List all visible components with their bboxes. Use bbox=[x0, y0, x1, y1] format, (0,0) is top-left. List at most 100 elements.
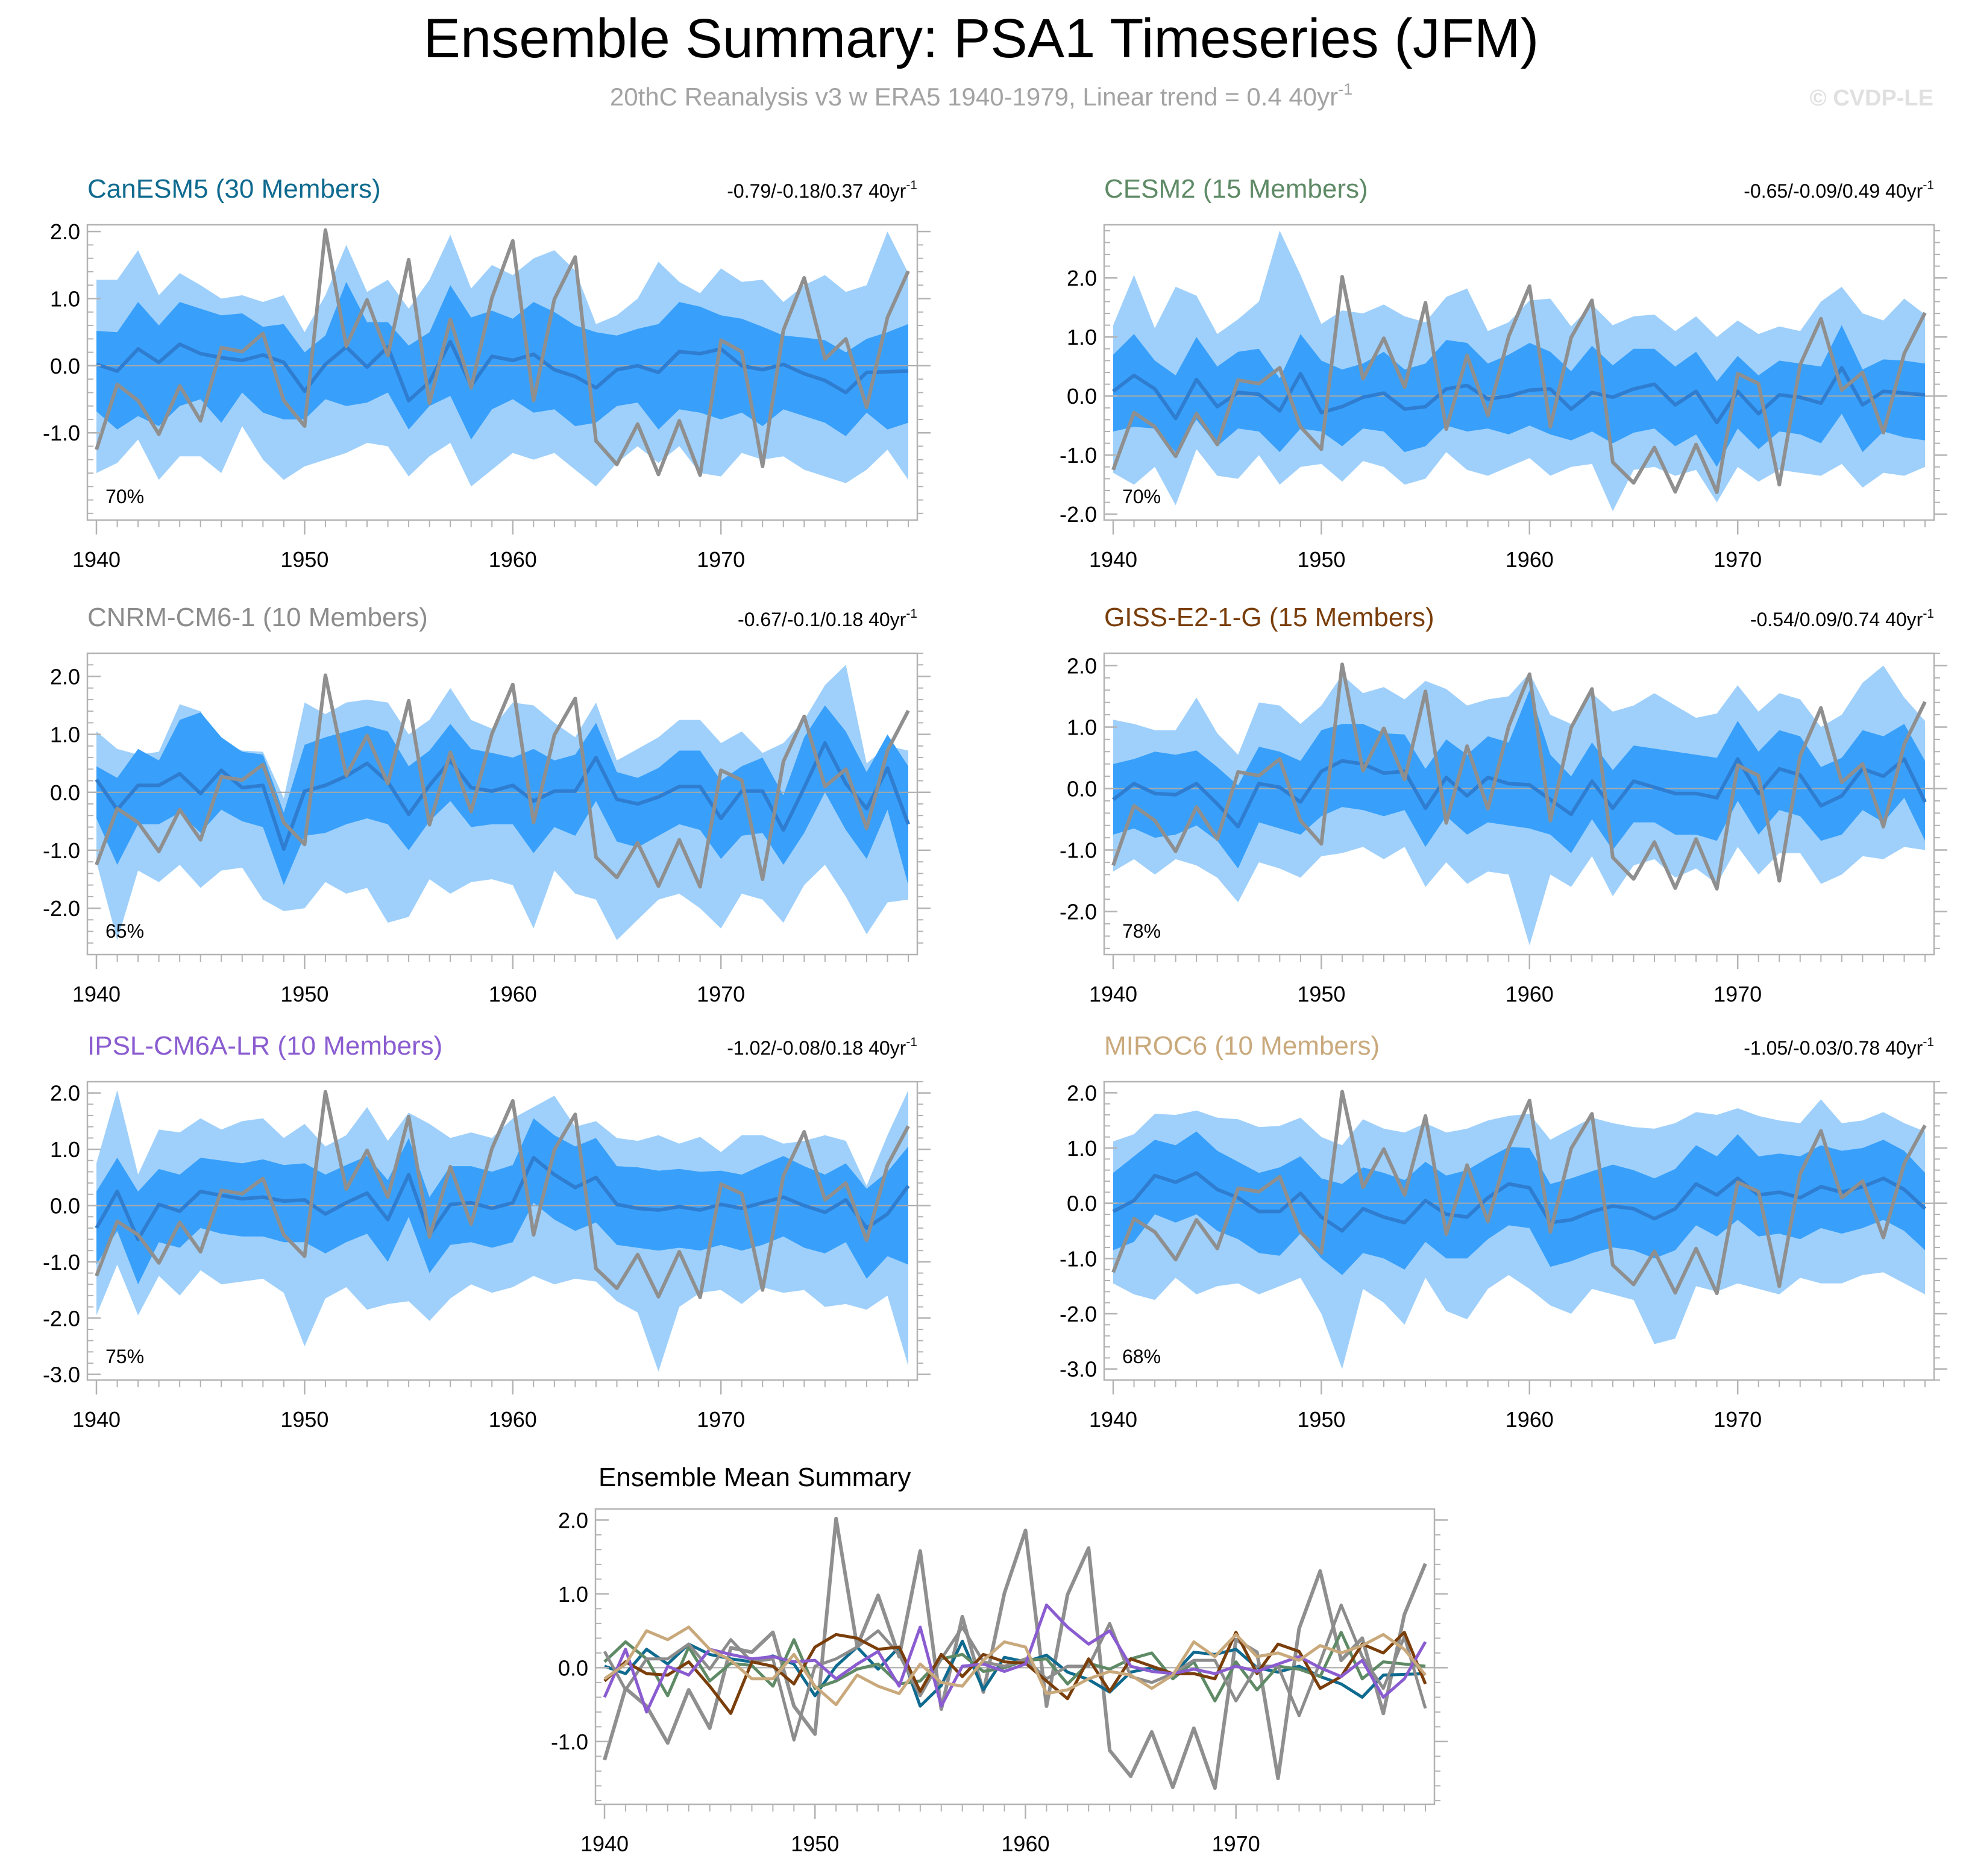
y-tick-label: 1.0 bbox=[1067, 325, 1097, 350]
y-tick-label: 1.0 bbox=[50, 723, 80, 747]
trend-range-label: -0.65/-0.09/0.49 40yr-1 bbox=[1744, 178, 1934, 202]
panel-canesm5: CanESM5 (30 Members) -0.79/-0.18/0.37 40y… bbox=[43, 174, 931, 572]
trend-range-label: -0.67/-0.1/0.18 40yr-1 bbox=[738, 607, 917, 630]
x-tick-label: 1970 bbox=[697, 982, 745, 1006]
x-tick-label: 1960 bbox=[489, 982, 537, 1006]
percent-label: 78% bbox=[1122, 920, 1161, 942]
y-tick-label: 2.0 bbox=[50, 219, 80, 244]
plot-area bbox=[595, 1516, 1434, 1790]
plot-area bbox=[1104, 1090, 1934, 1369]
mean-line-giss-e2-1-g bbox=[603, 1631, 1427, 1715]
plot-area bbox=[87, 228, 917, 487]
x-tick-label: 1970 bbox=[697, 547, 745, 572]
y-tick-label: 1.0 bbox=[1067, 715, 1097, 739]
ensemble-mean-line bbox=[1112, 1171, 1927, 1233]
y-tick-label: -3.0 bbox=[1060, 1357, 1097, 1382]
plot-frame bbox=[1103, 1081, 1935, 1381]
panel-title: Ensemble Mean Summary bbox=[598, 1463, 911, 1492]
x-tick-label: 1960 bbox=[489, 547, 537, 572]
x-tick-label: 1940 bbox=[1089, 547, 1137, 572]
y-tick-label: 1.0 bbox=[50, 287, 80, 312]
y-tick-label: 2.0 bbox=[558, 1508, 588, 1532]
inner-range-band bbox=[96, 1118, 908, 1285]
x-tick-label: 1970 bbox=[1713, 982, 1762, 1006]
trend-range-label: -1.05/-0.03/0.78 40yr-1 bbox=[1744, 1035, 1934, 1059]
x-tick-label: 1960 bbox=[1506, 1407, 1554, 1432]
panel-title: CESM2 (15 Members) bbox=[1104, 174, 1368, 204]
y-tick-label: -1.0 bbox=[43, 1250, 80, 1275]
percent-label: 70% bbox=[1122, 486, 1161, 507]
y-tick-label: -2.0 bbox=[1060, 1302, 1097, 1326]
trend-range-label: -0.54/0.09/0.74 40yr-1 bbox=[1750, 607, 1934, 630]
x-tick-label: 1940 bbox=[580, 1831, 629, 1856]
panels: CanESM5 (30 Members) -0.79/-0.18/0.37 40y… bbox=[43, 174, 1947, 1856]
panel-ensemble-mean-summary: Ensemble Mean Summary 2.0 1.0 0.0 -1.0 1940 19… bbox=[551, 1463, 1448, 1856]
subtitle: 20thC Reanalysis v3 w ERA5 1940-1979, Li… bbox=[610, 80, 1352, 111]
y-tick-label: 2.0 bbox=[50, 1081, 80, 1106]
y-tick-label: 2.0 bbox=[1067, 653, 1097, 678]
y-tick-label: -1.0 bbox=[1060, 838, 1097, 863]
observed-line bbox=[95, 673, 910, 889]
mean-line-ipsl-cm6a-lr bbox=[603, 1603, 1427, 1714]
trend-range-label: -0.79/-0.18/0.37 40yr-1 bbox=[727, 178, 917, 202]
inner-range-band bbox=[1113, 690, 1925, 869]
x-tick-label: 1970 bbox=[697, 1407, 745, 1432]
x-tick-label: 1940 bbox=[1089, 1407, 1137, 1432]
panel-giss-e2-1-g: GISS-E2-1-G (15 Members) -0.54/0.09/0.74 … bbox=[1060, 603, 1947, 1006]
percent-label: 75% bbox=[105, 1346, 144, 1367]
y-tick-label: 2.0 bbox=[1067, 1081, 1097, 1105]
x-tick-label: 1950 bbox=[280, 982, 328, 1006]
x-tick-label: 1940 bbox=[72, 547, 121, 572]
ensemble-mean-line bbox=[95, 1156, 910, 1241]
x-tick-label: 1970 bbox=[1713, 547, 1762, 572]
y-tick-label: 2.0 bbox=[50, 664, 80, 689]
y-tick-label: 0.0 bbox=[1067, 1191, 1097, 1216]
y-tick-label: -2.0 bbox=[1060, 502, 1097, 527]
x-tick-label: 1950 bbox=[1297, 982, 1345, 1006]
observed-line bbox=[95, 228, 910, 477]
observed-line bbox=[1111, 1090, 1927, 1296]
panel-title: IPSL-CM6A-LR (10 Members) bbox=[87, 1031, 442, 1061]
ensemble-mean-line bbox=[96, 339, 909, 403]
plot-frame bbox=[86, 1081, 919, 1381]
percent-label: 65% bbox=[105, 920, 144, 942]
x-tick-label: 1960 bbox=[489, 1407, 537, 1432]
panel-title: MIROC6 (10 Members) bbox=[1104, 1031, 1380, 1061]
x-tick-label: 1950 bbox=[1297, 1407, 1345, 1432]
y-tick-label: 0.0 bbox=[50, 1193, 80, 1218]
y-tick-label: 0.0 bbox=[558, 1655, 588, 1680]
y-tick-label: 0.0 bbox=[50, 780, 80, 805]
inner-range-band bbox=[96, 281, 908, 440]
y-tick-label: -3.0 bbox=[43, 1363, 80, 1387]
y-tick-label: 1.0 bbox=[1067, 1136, 1097, 1161]
y-tick-label: -2.0 bbox=[43, 1306, 80, 1331]
panel-title: CanESM5 (30 Members) bbox=[87, 174, 381, 204]
observed-line bbox=[1111, 662, 1927, 891]
y-tick-label: 0.0 bbox=[50, 354, 80, 378]
panel-title: CNRM-CM6-1 (10 Members) bbox=[87, 603, 428, 632]
x-tick-label: 1940 bbox=[72, 982, 121, 1006]
y-tick-label: -2.0 bbox=[43, 896, 80, 921]
y-tick-label: 0.0 bbox=[1067, 776, 1097, 801]
panel-miroc6: MIROC6 (10 Members) -1.05/-0.03/0.78 40yr… bbox=[1060, 1031, 1947, 1432]
plot-area bbox=[87, 665, 917, 940]
y-tick-label: 1.0 bbox=[50, 1137, 80, 1162]
x-tick-label: 1970 bbox=[1713, 1407, 1762, 1432]
percent-label: 68% bbox=[1122, 1346, 1161, 1367]
x-tick-label: 1960 bbox=[1506, 982, 1554, 1006]
panel-ipsl-cm6a-lr: IPSL-CM6A-LR (10 Members) -1.02/-0.08/0.1… bbox=[43, 1031, 931, 1432]
panel-cnrm-cm6-1: CNRM-CM6-1 (10 Members) -0.67/-0.1/0.18 4… bbox=[43, 603, 931, 1006]
y-tick-label: -1.0 bbox=[1060, 443, 1097, 468]
percent-label: 70% bbox=[105, 486, 144, 507]
x-tick-label: 1960 bbox=[1001, 1831, 1049, 1856]
x-tick-label: 1970 bbox=[1212, 1831, 1260, 1856]
main-title: Ensemble Summary: PSA1 Timeseries (JFM) bbox=[424, 8, 1539, 69]
ensemble-mean-line bbox=[1112, 366, 1926, 425]
panel-title: GISS-E2-1-G (15 Members) bbox=[1104, 603, 1434, 632]
trend-range-label: -1.02/-0.08/0.18 40yr-1 bbox=[727, 1035, 917, 1059]
x-tick-label: 1950 bbox=[791, 1831, 839, 1856]
x-tick-label: 1950 bbox=[1297, 547, 1345, 572]
y-tick-label: -1.0 bbox=[1060, 1246, 1097, 1271]
ensemble-mean-line bbox=[1112, 757, 1927, 829]
